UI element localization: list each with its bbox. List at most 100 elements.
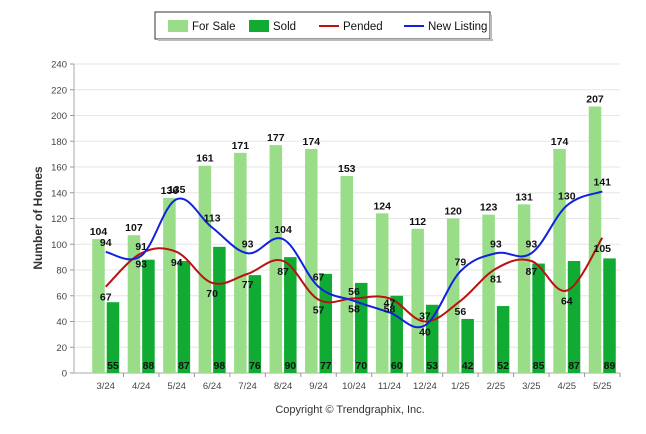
- label-sold: 53: [426, 360, 438, 372]
- label-for-sale: 174: [551, 136, 569, 148]
- x-tick-label: 5/25: [593, 381, 612, 392]
- label-sold: 87: [568, 360, 580, 372]
- bar-sold: [284, 257, 297, 373]
- bar-for-sale: [127, 235, 141, 373]
- label-new-listing: 93: [525, 238, 537, 250]
- label-pended: 56: [455, 306, 467, 318]
- legend: For Sale Sold Pended New Listing: [154, 11, 493, 41]
- label-for-sale: 207: [586, 93, 604, 105]
- label-pended: 64: [561, 296, 573, 308]
- x-tick-label: 9/24: [309, 381, 328, 392]
- label-sold: 70: [355, 360, 367, 372]
- label-for-sale: 131: [515, 191, 533, 203]
- label-pended: 58: [348, 303, 360, 315]
- bar-for-sale: [446, 218, 460, 373]
- label-for-sale: 174: [303, 136, 321, 148]
- bar-sold: [461, 318, 474, 373]
- label-for-sale: 161: [196, 153, 214, 165]
- x-axis: 3/24 4/24 5/24 6/24 7/24 8/24 9/24 10/24 11/24 12…: [74, 372, 621, 392]
- y-tick-label: 160: [51, 163, 67, 174]
- label-for-sale: 107: [125, 222, 143, 234]
- label-for-sale: 124: [373, 200, 391, 212]
- y-tick-label: 140: [51, 188, 67, 199]
- bar-for-sale: [517, 204, 531, 373]
- bar-for-sale: [340, 176, 353, 373]
- label-new-listing: 67: [313, 272, 325, 284]
- data-labels: 104 55 107 88 136 87 161 98 171 76 177 90 174 77 153 70…: [90, 93, 616, 372]
- label-sold: 88: [143, 360, 155, 372]
- x-tick-label: 11/24: [378, 381, 401, 392]
- bar-sold: [532, 263, 545, 373]
- label-pended: 77: [242, 279, 254, 291]
- label-sold: 77: [320, 360, 332, 372]
- label-pended: 57: [313, 305, 325, 317]
- y-tick-label: 200: [51, 111, 67, 122]
- label-new-listing: 94: [100, 237, 112, 249]
- label-sold: 55: [107, 360, 119, 372]
- x-tick-label: 2/25: [487, 381, 506, 392]
- line-pended: [105, 237, 604, 323]
- label-new-listing: 130: [558, 191, 576, 203]
- bar-for-sale: [92, 239, 105, 373]
- label-for-sale: 153: [338, 163, 356, 175]
- label-sold: 98: [214, 360, 226, 372]
- bar-for-sale: [411, 228, 424, 373]
- label-sold: 90: [284, 360, 296, 372]
- bar-for-sale: [198, 165, 212, 373]
- x-tick-label: 3/25: [522, 381, 541, 392]
- bar-for-sale: [163, 197, 176, 373]
- label-pended: 70: [206, 288, 218, 300]
- x-tick-label: 3/24: [96, 381, 115, 392]
- bar-sold: [142, 259, 155, 373]
- bar-for-sale: [305, 148, 318, 373]
- bar-sold: [106, 302, 120, 373]
- x-tick-label: 1/25: [451, 381, 470, 392]
- label-sold: 89: [604, 360, 616, 372]
- bar-sold: [496, 306, 510, 373]
- line-new-listing: [105, 190, 603, 329]
- label-for-sale: 136: [161, 185, 179, 197]
- x-tick-label: 10/24: [342, 381, 366, 392]
- legend-label: New Listing: [428, 21, 487, 33]
- label-sold: 42: [462, 360, 474, 372]
- label-pended: 67: [100, 292, 112, 304]
- y-tick-label: 180: [51, 137, 67, 148]
- x-tick-label: 5/24: [167, 381, 186, 392]
- bar-sold: [248, 275, 262, 373]
- label-pended: 58: [384, 303, 396, 315]
- y-tick-label: 100: [51, 240, 67, 251]
- label-new-listing: 93: [490, 238, 502, 250]
- bar-for-sale: [234, 152, 247, 373]
- bar-sold: [319, 273, 333, 373]
- label-pended: 81: [490, 274, 502, 286]
- label-sold: 60: [391, 360, 403, 372]
- label-pended: 94: [171, 257, 183, 269]
- label-pended: 40: [419, 327, 431, 339]
- legend-swatch: [249, 20, 269, 32]
- label-new-listing: 104: [274, 224, 292, 236]
- legend-label: Sold: [273, 21, 296, 33]
- label-pended: 87: [525, 266, 537, 278]
- bar-for-sale: [588, 106, 602, 374]
- y-tick-label: 240: [51, 60, 67, 71]
- x-tick-label: 12/24: [413, 381, 437, 392]
- y-tick-label: 0: [62, 369, 67, 380]
- y-axis: 0 20 40 60 80 100 120 140 160 180 200 220 240: [51, 60, 75, 380]
- legend-label: Pended: [343, 21, 383, 33]
- y-tick-label: 80: [56, 266, 67, 277]
- label-sold: 52: [497, 360, 509, 372]
- x-tick-label: 4/24: [132, 381, 151, 392]
- lines: [105, 190, 604, 329]
- bar-for-sale: [269, 145, 283, 373]
- legend-swatch: [168, 20, 188, 32]
- x-tick-label: 6/24: [203, 381, 222, 392]
- bar-sold: [603, 258, 616, 373]
- x-tick-label: 7/24: [238, 381, 257, 392]
- label-new-listing: 56: [348, 286, 360, 298]
- bar-for-sale: [375, 213, 389, 373]
- label-sold: 76: [249, 360, 261, 372]
- label-sold: 87: [178, 360, 190, 372]
- label-new-listing: 141: [594, 176, 612, 188]
- y-tick-label: 40: [56, 317, 67, 328]
- bar-for-sale: [553, 148, 566, 373]
